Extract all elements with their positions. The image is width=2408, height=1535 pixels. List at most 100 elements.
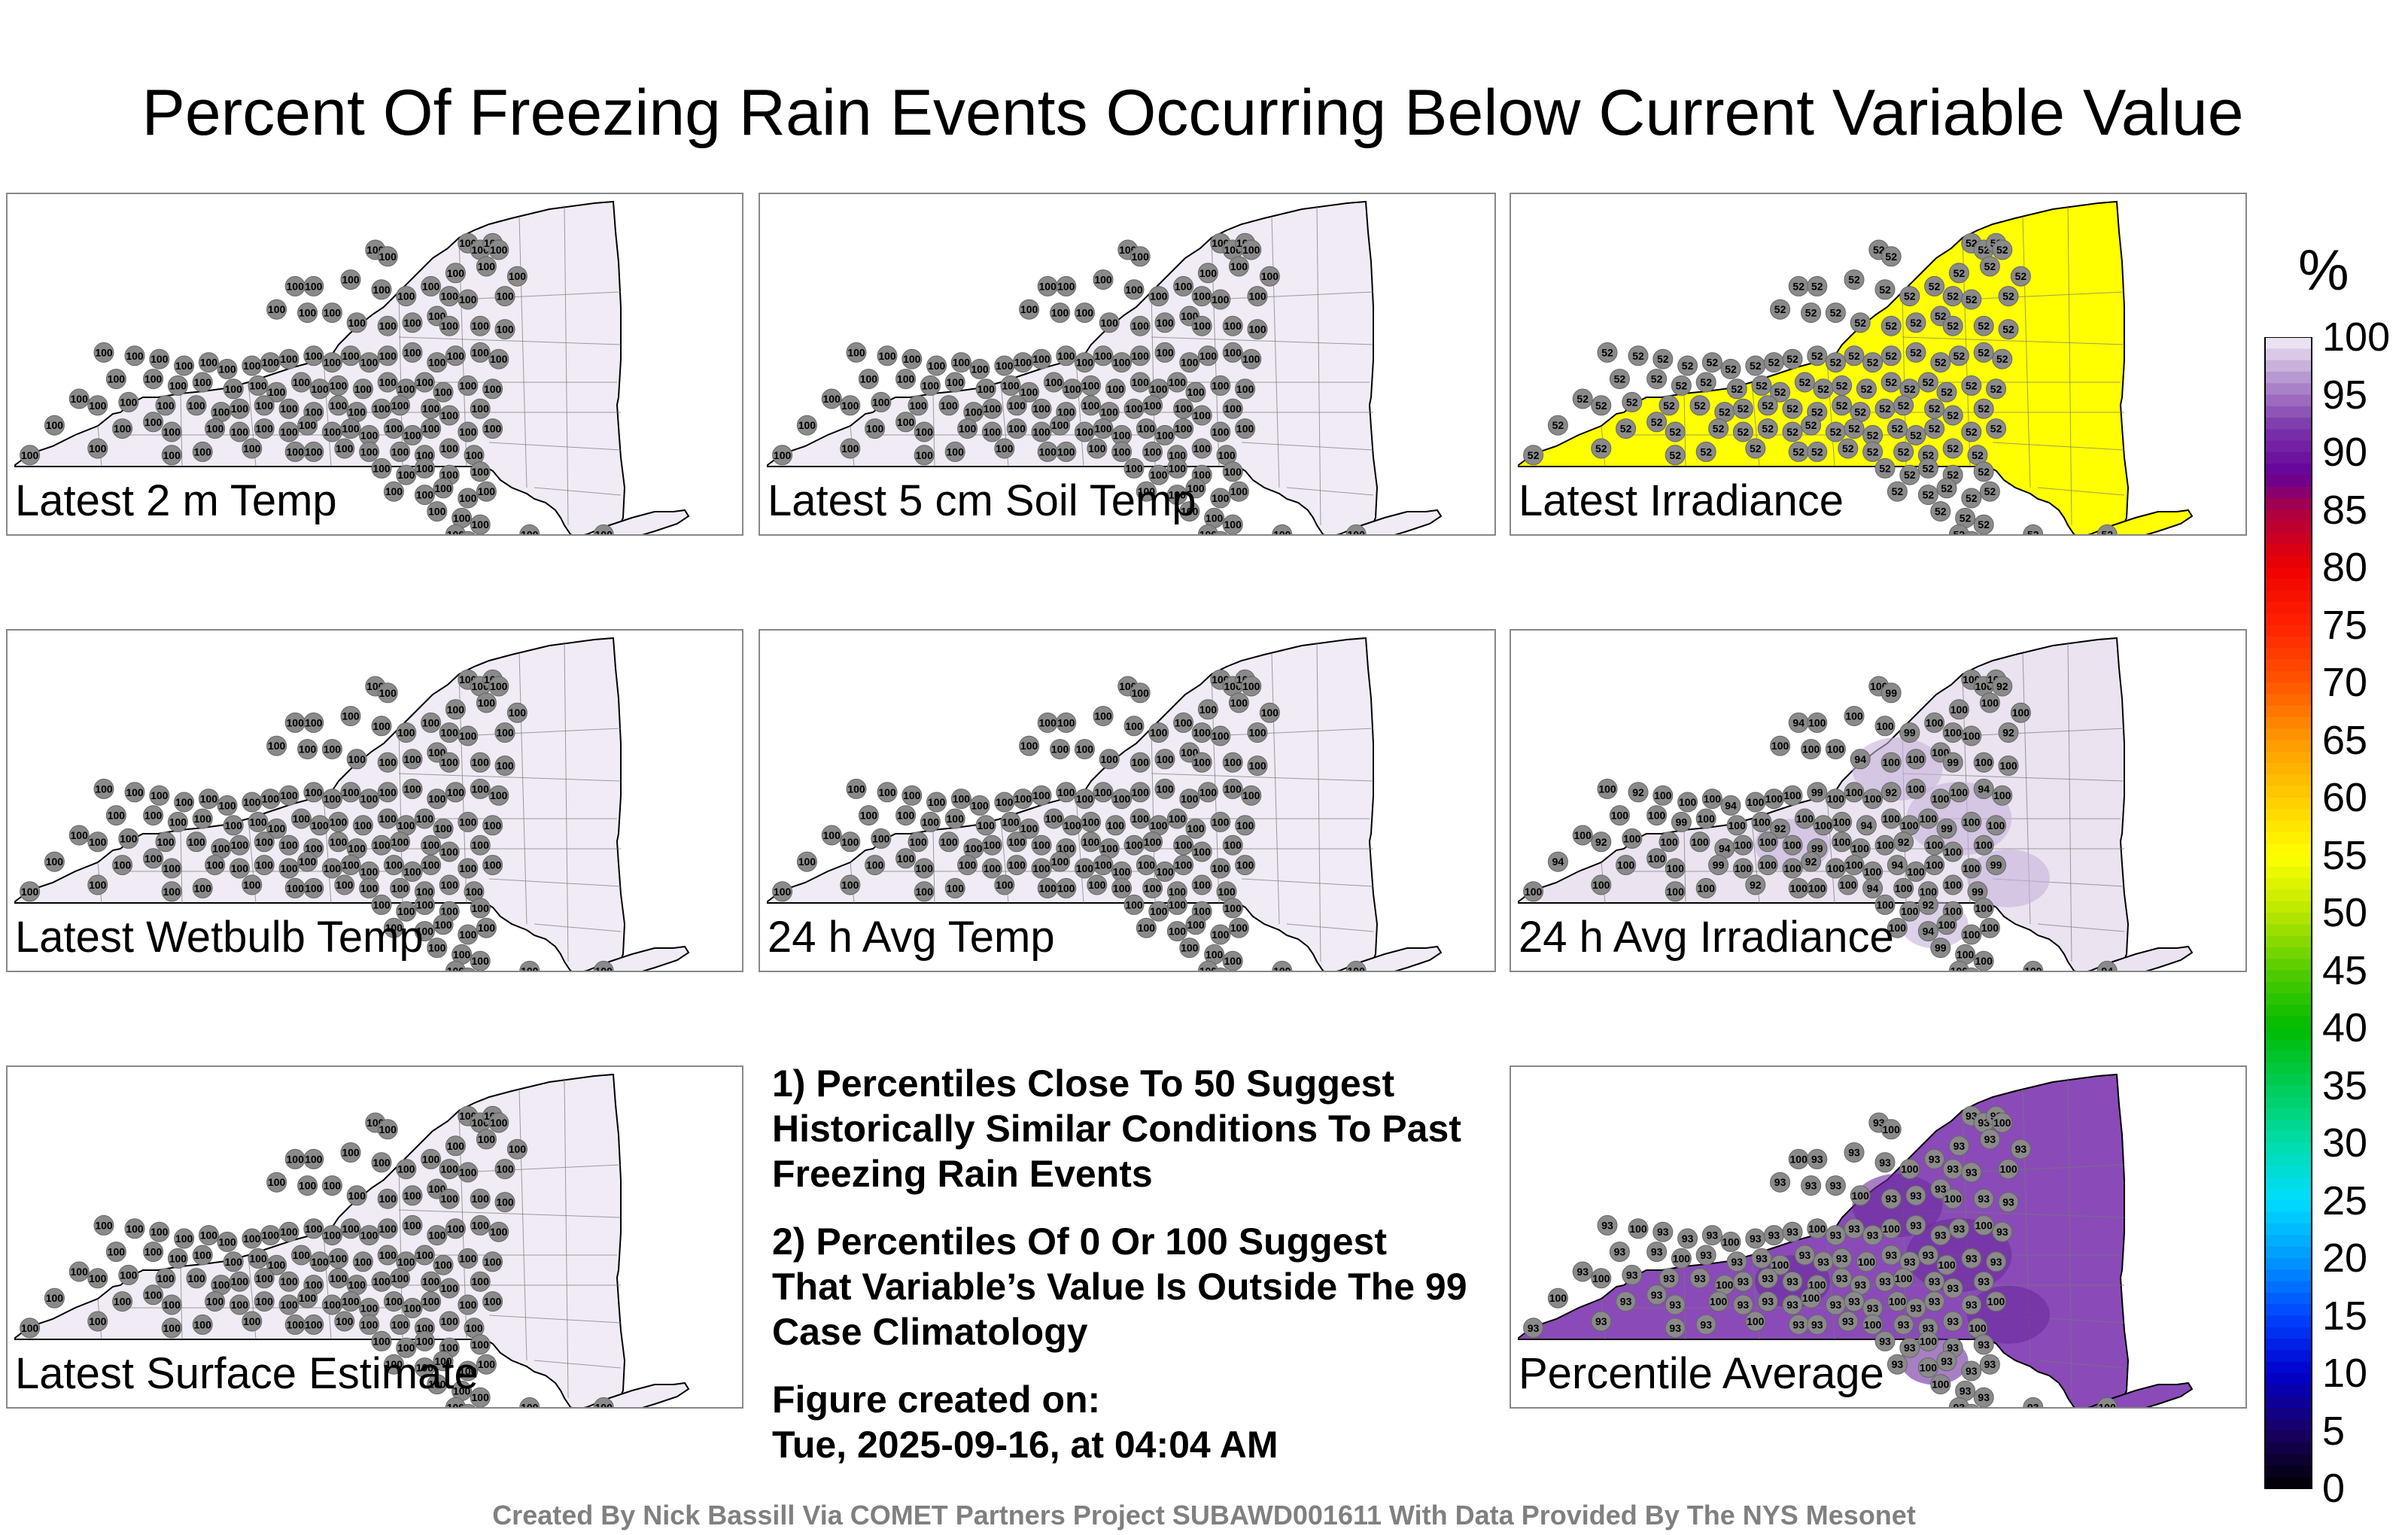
station-marker: 100 <box>346 749 367 770</box>
station-value: 100 <box>249 379 267 391</box>
station-marker: 100 <box>1019 735 1040 756</box>
colorbar-band <box>2265 394 2312 407</box>
station-value: 93 <box>1923 1322 1935 1334</box>
station-value: 100 <box>1193 442 1212 454</box>
station-marker: 100 <box>981 398 1002 419</box>
station-value: 100 <box>324 307 342 319</box>
station-marker: 93 <box>1689 1268 1710 1289</box>
station-marker: 100 <box>155 395 176 416</box>
station-marker: 100 <box>284 877 306 898</box>
station-value: 100 <box>1771 1259 1789 1271</box>
station-marker: 100 <box>205 855 226 876</box>
station-marker: 100 <box>1222 950 1243 971</box>
station-marker: 100 <box>470 315 491 336</box>
station-value: 100 <box>484 819 502 831</box>
station-value: 100 <box>1212 379 1230 391</box>
figure-title: Percent Of Freezing Rain Events Occurrin… <box>141 77 2244 149</box>
station-value: 100 <box>428 1183 446 1195</box>
colorbar-tick-label: 50 <box>2322 890 2368 935</box>
station-marker: 100 <box>1179 352 1200 373</box>
station-marker: 93 <box>1973 1271 1994 1292</box>
station-marker: 100 <box>1031 858 1052 879</box>
station-marker: 92 <box>1591 831 1612 853</box>
station-value: 100 <box>1057 406 1075 418</box>
station-value: 100 <box>441 1282 459 1294</box>
station-value: 52 <box>1805 419 1817 431</box>
station-value: 100 <box>150 353 169 365</box>
station-value: 100 <box>385 1296 403 1308</box>
station-value: 100 <box>459 293 477 305</box>
station-value: 100 <box>1125 284 1143 296</box>
station-value: 100 <box>1113 865 1131 877</box>
station-value: 100 <box>1169 926 1187 938</box>
station-marker: 100 <box>1179 501 1200 522</box>
station-marker: 100 <box>1012 352 1033 373</box>
note-1: 1) Percentiles Close To 50 Suggest Histo… <box>772 1062 1461 1195</box>
station-marker: 100 <box>1259 266 1280 287</box>
station-value: 100 <box>194 813 212 825</box>
station-marker: 100 <box>1210 375 1231 396</box>
station-value: 100 <box>114 859 132 871</box>
station-marker: 93 <box>1924 1148 1945 1169</box>
colorbar-band <box>2265 1315 2312 1328</box>
station-marker: 93 <box>1893 1314 1914 1335</box>
station-value: 100 <box>1132 320 1150 332</box>
station-marker: 100 <box>87 1268 108 1289</box>
colorbar-band <box>2265 498 2312 510</box>
station-value: 92 <box>1885 786 1897 798</box>
station-marker: 52 <box>1801 302 1822 324</box>
station-value: 100 <box>1765 793 1783 805</box>
station-value: 100 <box>1008 400 1026 412</box>
map-panel-24h-avg-irradiance: 1009910010010092100100100941001001009910… <box>1510 629 2247 972</box>
station-marker: 52 <box>1973 315 1994 336</box>
station-value: 100 <box>342 1223 360 1235</box>
station-marker: 100 <box>1622 828 1643 849</box>
station-marker: 100 <box>1191 405 1212 426</box>
station-value: 100 <box>397 383 415 395</box>
station-marker: 100 <box>143 805 164 826</box>
station-value: 52 <box>1719 406 1731 418</box>
station-marker: 100 <box>1074 858 1095 879</box>
station-value: 93 <box>1848 1296 1860 1308</box>
station-marker: 100 <box>229 398 250 419</box>
station-value: 100 <box>416 886 434 898</box>
station-marker: 100 <box>920 375 941 396</box>
station-value: 100 <box>108 810 126 822</box>
station-value: 100 <box>1088 879 1106 891</box>
station-value: 100 <box>397 819 415 831</box>
station-value: 100 <box>1864 1318 1882 1330</box>
station-value: 100 <box>1883 813 1901 825</box>
station-marker: 100 <box>1345 524 1367 534</box>
station-value: 100 <box>403 317 421 329</box>
station-value: 100 <box>262 1230 280 1242</box>
colorbar-band <box>2265 1442 2312 1454</box>
county-line <box>398 1164 403 1340</box>
station-marker: 100 <box>1880 1119 1902 1140</box>
colorbar-band <box>2265 1454 2312 1466</box>
station-value: 52 <box>1929 423 1941 435</box>
station-marker: 100 <box>1665 858 1686 879</box>
colorbar-band <box>2265 1476 2312 1489</box>
colorbar-band <box>2265 901 2312 913</box>
colorbar-band <box>2265 798 2312 810</box>
station-value: 100 <box>428 357 446 369</box>
station-marker: 100 <box>895 412 917 433</box>
station-value: 100 <box>1144 400 1162 412</box>
station-value: 100 <box>1125 462 1143 474</box>
station-value: 100 <box>1950 965 1969 971</box>
station-marker: 100 <box>93 342 114 363</box>
station-value: 100 <box>299 856 317 868</box>
station-value: 93 <box>1904 1256 1916 1268</box>
colorbar-band <box>2265 1074 2312 1086</box>
station-value: 100 <box>120 1269 138 1281</box>
station-value: 100 <box>391 445 409 457</box>
station-marker: 100 <box>1191 438 1212 459</box>
station-marker: 93 <box>1782 1221 1803 1242</box>
station-value: 100 <box>416 1322 434 1334</box>
station-marker: 100 <box>1887 1291 1908 1312</box>
station-marker: 100 <box>1210 924 1231 945</box>
station-marker: 100 <box>396 901 417 922</box>
station-marker: 100 <box>1136 855 1157 876</box>
county-line <box>2037 487 2125 496</box>
station-value: 100 <box>1808 716 1826 728</box>
